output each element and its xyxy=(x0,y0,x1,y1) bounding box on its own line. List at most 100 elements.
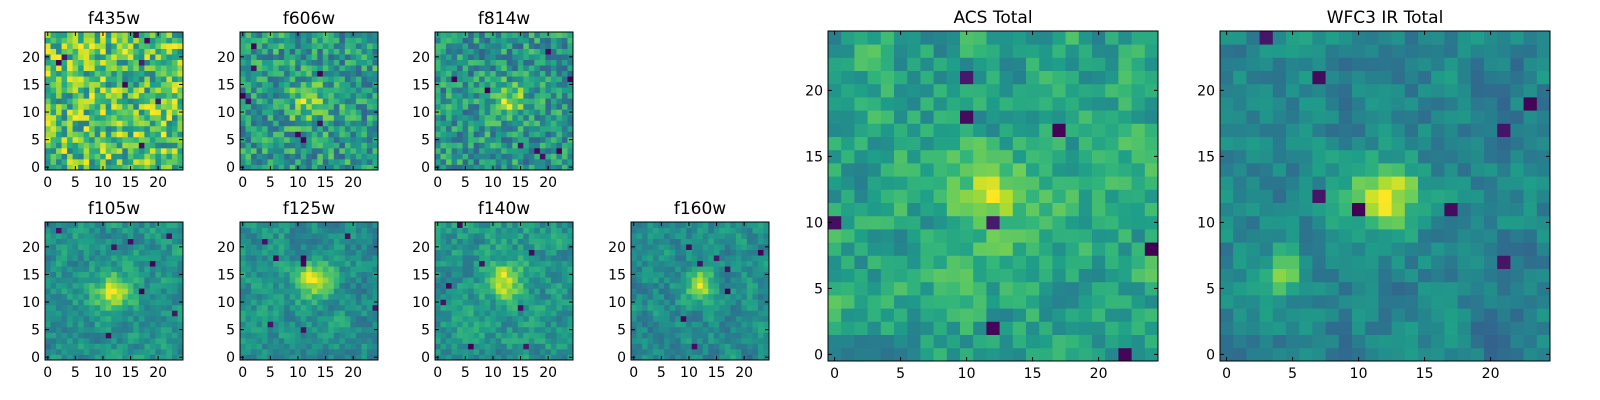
heatmap-cell xyxy=(284,354,291,361)
heatmap-cell xyxy=(664,332,671,339)
heatmap-cell xyxy=(539,343,546,350)
heatmap-cell xyxy=(664,227,671,234)
heatmap-cell xyxy=(111,227,118,234)
heatmap-cell xyxy=(556,249,563,256)
heatmap-cell xyxy=(111,48,118,55)
heatmap-cell xyxy=(149,282,156,289)
heatmap-cell xyxy=(72,304,79,311)
heatmap-cell xyxy=(306,142,313,149)
heatmap-cell xyxy=(105,81,112,88)
heatmap-cell xyxy=(350,81,357,88)
heatmap-cell xyxy=(328,310,335,317)
heatmap-cell xyxy=(708,304,715,311)
heatmap-cell xyxy=(763,332,770,339)
heatmap-cell xyxy=(45,249,51,256)
heatmap-cell xyxy=(534,288,541,295)
heatmap-cell xyxy=(94,266,101,273)
heatmap-cell xyxy=(484,238,491,245)
heatmap-cell xyxy=(116,271,123,278)
heatmap-cell xyxy=(446,87,452,94)
heatmap-cell xyxy=(328,315,335,322)
heatmap-cell xyxy=(289,326,296,333)
x-tick-label: 10 xyxy=(484,365,502,381)
heatmap-cell xyxy=(702,321,709,328)
plot-frame xyxy=(44,31,184,171)
heatmap-cell xyxy=(735,337,742,344)
heatmap-cell xyxy=(138,249,145,256)
heatmap-cell xyxy=(462,37,469,44)
heatmap-cell xyxy=(946,176,961,190)
heatmap-cell xyxy=(440,147,447,154)
heatmap-cell xyxy=(133,277,140,284)
heatmap-cell xyxy=(78,114,85,121)
heatmap-cell xyxy=(240,293,246,300)
heatmap-cell xyxy=(111,288,118,295)
heatmap-cell xyxy=(262,81,268,88)
heatmap-cell xyxy=(72,87,79,94)
heatmap-cell xyxy=(920,295,934,309)
heatmap-cell xyxy=(89,310,96,317)
heatmap-cell xyxy=(1012,229,1027,243)
heatmap-cell xyxy=(440,125,447,132)
heatmap-cell xyxy=(333,260,340,267)
heatmap-cell xyxy=(1052,347,1066,362)
heatmap-cell xyxy=(372,332,379,339)
heatmap-cell xyxy=(83,48,90,55)
heatmap-cell xyxy=(647,255,654,262)
heatmap-cell xyxy=(484,131,491,138)
heatmap-cell xyxy=(344,70,351,77)
heatmap-cell xyxy=(177,125,184,132)
heatmap-cell xyxy=(144,65,151,72)
heatmap-cell xyxy=(556,98,563,105)
heatmap-cell xyxy=(894,295,908,309)
heatmap-cell xyxy=(512,136,519,143)
heatmap-cell xyxy=(160,238,167,245)
heatmap-cell xyxy=(89,282,96,289)
heatmap-cell xyxy=(333,321,340,328)
heatmap-cell xyxy=(94,343,101,350)
heatmap-cell xyxy=(78,260,85,267)
heatmap-cell xyxy=(311,37,318,44)
heatmap-cell xyxy=(155,310,162,317)
heatmap-cell xyxy=(111,125,118,132)
heatmap-cell xyxy=(490,293,497,300)
heatmap-cell xyxy=(155,321,162,328)
heatmap-cell xyxy=(372,227,379,234)
heatmap-cell xyxy=(372,59,379,66)
heatmap-cell xyxy=(149,153,156,160)
heatmap-cell xyxy=(468,43,475,49)
heatmap-cell xyxy=(322,43,329,49)
heatmap-cell xyxy=(355,153,362,160)
heatmap-cell xyxy=(50,266,57,273)
heatmap-cell xyxy=(83,354,90,361)
heatmap-cell xyxy=(763,238,770,245)
heatmap-cell xyxy=(339,131,346,138)
heatmap-cell xyxy=(328,304,335,311)
heatmap-cell xyxy=(534,109,541,116)
heatmap-cell xyxy=(567,131,574,138)
heatmap-cell xyxy=(435,282,441,289)
heatmap-cell xyxy=(83,136,90,143)
heatmap-cell xyxy=(67,310,73,317)
heatmap-cell xyxy=(1039,268,1053,283)
heatmap-cell xyxy=(680,321,687,328)
heatmap-cell xyxy=(116,348,123,355)
heatmap-cell xyxy=(724,343,731,350)
heatmap-cell xyxy=(501,65,508,72)
heatmap-cell xyxy=(550,70,557,77)
heatmap-cell xyxy=(300,337,307,344)
heatmap-cell xyxy=(328,266,335,273)
heatmap-cell xyxy=(457,81,463,88)
heatmap-cell xyxy=(631,304,637,311)
heatmap-cell xyxy=(451,76,458,83)
heatmap-cell xyxy=(138,164,145,171)
heatmap-cell xyxy=(702,293,709,300)
heatmap-cell xyxy=(528,337,535,344)
heatmap-cell xyxy=(45,65,51,72)
heatmap-cell xyxy=(116,76,123,83)
heatmap-cell xyxy=(828,321,842,335)
heatmap-cell xyxy=(484,255,491,262)
heatmap-cell xyxy=(763,337,770,344)
heatmap-cell xyxy=(251,76,257,83)
heatmap-cell xyxy=(155,70,162,77)
